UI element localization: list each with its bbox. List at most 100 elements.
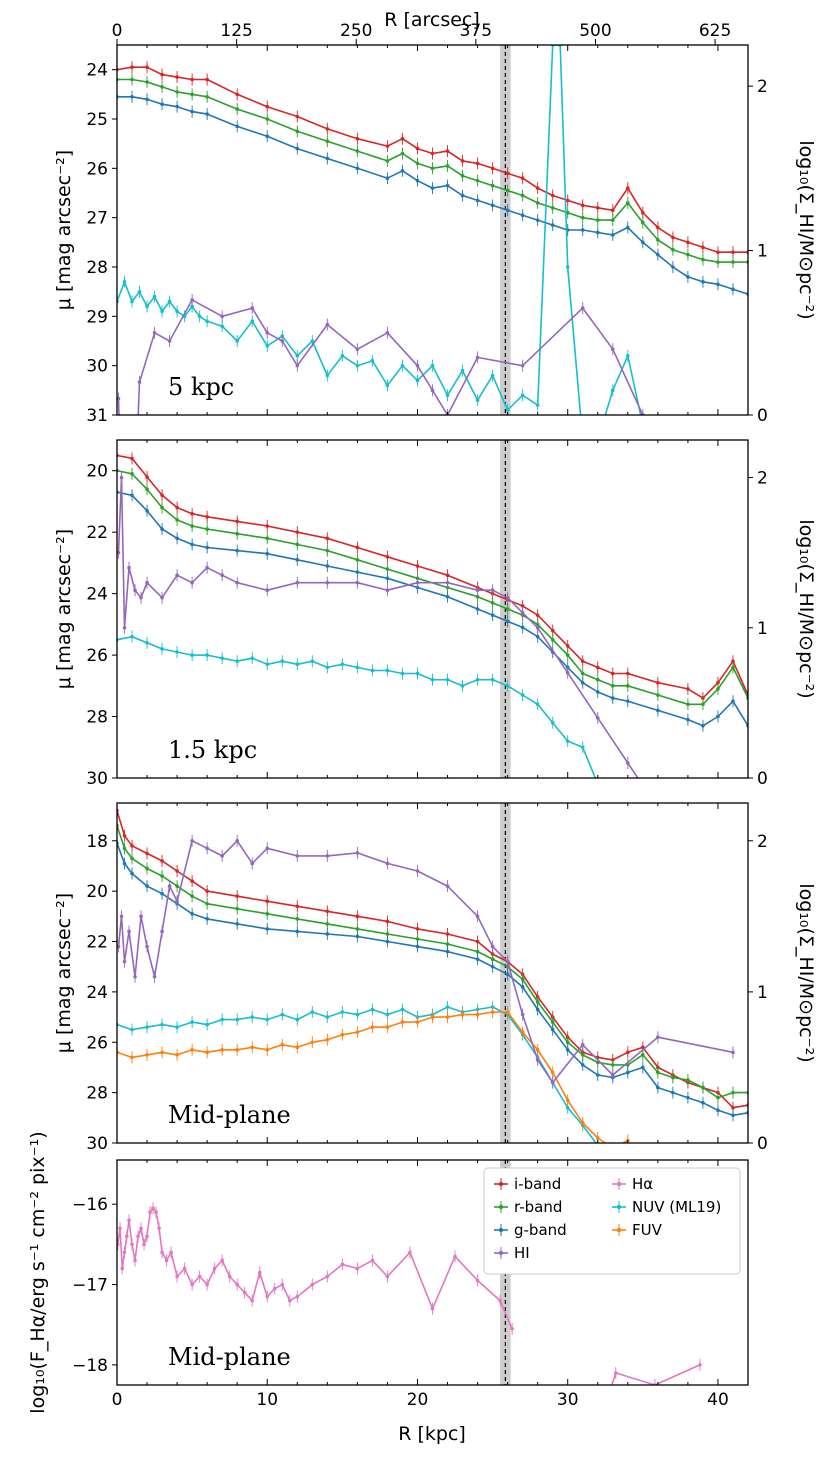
- data-point: [686, 240, 690, 245]
- data-point: [145, 1053, 149, 1057]
- data-point: [142, 1242, 146, 1247]
- data-point: [385, 383, 390, 388]
- data-point: [415, 378, 420, 383]
- data-point: [137, 380, 142, 384]
- data-point: [355, 1266, 360, 1271]
- data-point: [535, 1048, 540, 1052]
- data-point: [160, 72, 164, 77]
- data-point: [610, 1073, 615, 1077]
- data-point: [127, 611, 131, 615]
- data-point: [295, 542, 300, 547]
- data-point: [430, 166, 435, 171]
- data-point: [701, 245, 705, 250]
- data-point: [626, 1050, 630, 1055]
- data-point: [145, 304, 149, 309]
- y-tick-label-5: 29: [86, 307, 108, 327]
- data-point: [160, 309, 164, 314]
- data-point: [701, 702, 705, 707]
- data-point: [160, 102, 164, 106]
- data-point: [265, 1017, 270, 1022]
- data-point: [656, 252, 660, 257]
- series-line-ha: [117, 1207, 513, 1330]
- data-point: [124, 1234, 129, 1239]
- data-point: [190, 542, 194, 547]
- data-point: [520, 1030, 525, 1034]
- data-point: [385, 861, 390, 866]
- data-point: [295, 929, 300, 934]
- data-point: [205, 1282, 209, 1287]
- data-point: [415, 580, 420, 585]
- data-point: [295, 854, 300, 858]
- data-point: [190, 92, 194, 97]
- data-point: [295, 917, 300, 921]
- data-point: [355, 1030, 360, 1034]
- data-point: [430, 677, 435, 682]
- x-tick-label-3: 30: [557, 1390, 579, 1410]
- data-point: [535, 218, 540, 222]
- data-point: [190, 304, 194, 309]
- data-point: [137, 289, 142, 294]
- data-point: [130, 95, 134, 99]
- data-point: [152, 294, 157, 299]
- data-point: [475, 398, 480, 403]
- data-point: [498, 1298, 502, 1303]
- y-tick-label-3: 27: [86, 209, 108, 229]
- data-point: [385, 939, 390, 944]
- data-point: [475, 607, 480, 611]
- data-point: [490, 183, 495, 188]
- legend-label-g: g-band: [514, 1221, 567, 1239]
- data-point: [626, 684, 630, 688]
- data-point: [445, 942, 450, 946]
- data-point: [205, 565, 209, 570]
- data-point: [731, 659, 735, 664]
- data-point: [475, 677, 480, 682]
- data-point: [175, 104, 179, 109]
- data-point: [280, 659, 285, 664]
- data-point: [701, 723, 705, 728]
- data-point: [475, 355, 480, 360]
- data-point: [220, 314, 224, 319]
- data-point: [220, 1258, 224, 1263]
- data-point: [641, 240, 645, 245]
- data-point: [385, 1012, 390, 1017]
- data-point: [190, 109, 194, 114]
- data-point: [611, 1146, 615, 1150]
- data-point: [127, 929, 131, 934]
- series-line-r: [117, 469, 748, 706]
- data-point: [325, 564, 330, 568]
- data-point: [220, 656, 224, 660]
- data-point: [415, 671, 420, 676]
- series-hi: [117, 293, 645, 615]
- data-point: [430, 1015, 435, 1019]
- y-axis-label: μ [mag arcsec⁻²]: [53, 529, 75, 689]
- data-point: [145, 641, 149, 645]
- data-point: [550, 628, 555, 633]
- legend-label-nuv: NUV (ML19): [632, 1198, 721, 1216]
- data-point: [355, 914, 360, 919]
- data-point: [595, 1136, 600, 1140]
- data-point: [190, 912, 194, 916]
- x-tick-label-2: 20: [407, 1390, 429, 1410]
- data-point: [355, 363, 360, 368]
- data-point: [656, 680, 660, 685]
- data-point: [340, 354, 345, 358]
- data-point: [580, 215, 585, 220]
- y-tick-label-2: −18: [72, 1356, 108, 1376]
- data-point: [460, 193, 465, 198]
- data-point: [145, 580, 149, 585]
- data-point: [701, 696, 705, 700]
- y2-tick-label-0: 0: [757, 1134, 768, 1154]
- data-point: [731, 287, 735, 292]
- data-point: [197, 314, 202, 319]
- data-point: [490, 957, 495, 961]
- data-point: [205, 527, 209, 531]
- data-point: [355, 934, 360, 939]
- y-tick-label-3: 24: [86, 983, 108, 1003]
- data-point: [385, 932, 390, 936]
- data-point: [565, 1040, 570, 1045]
- series-line-i: [117, 810, 748, 1109]
- series-g: [117, 90, 748, 301]
- data-point: [265, 1294, 270, 1299]
- data-point: [205, 653, 209, 657]
- data-point: [160, 1050, 164, 1055]
